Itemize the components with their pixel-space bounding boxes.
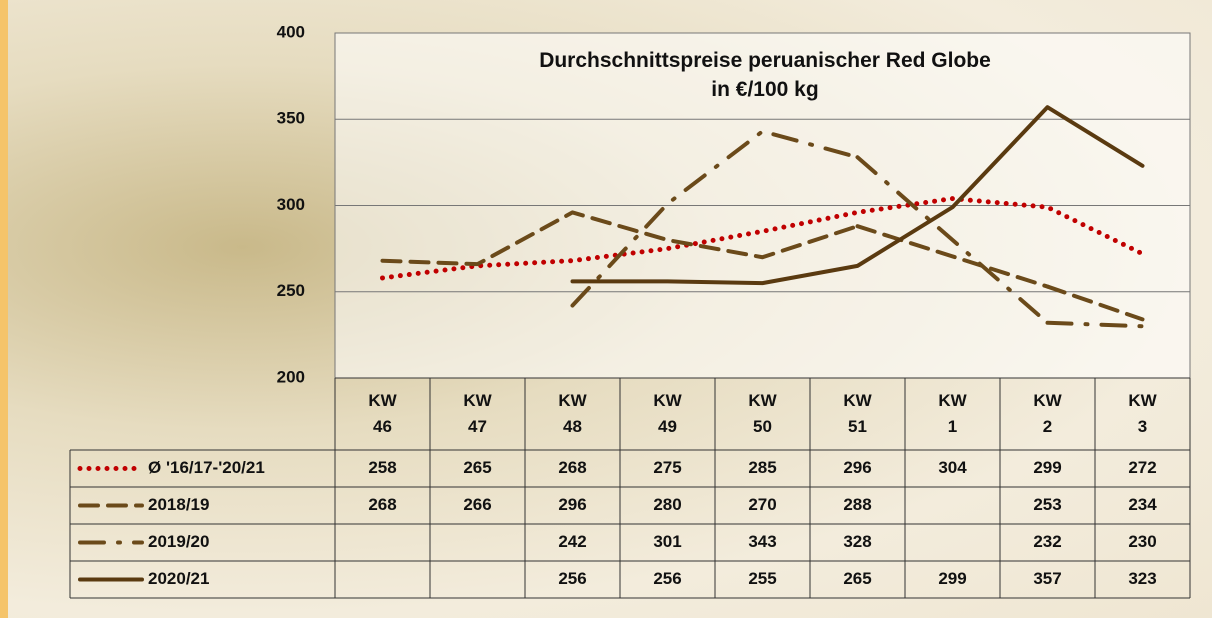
table-value: 328 [843,532,871,551]
legend-label: Ø '16/17-'20/21 [148,458,265,477]
table-value: 232 [1033,532,1061,551]
table-value: 265 [463,458,491,477]
x-tick-label: KW 46 [335,388,430,440]
x-tick-label: KW 49 [620,388,715,440]
table-value: 272 [1128,458,1156,477]
table-value: 357 [1033,569,1061,588]
x-tick-label: KW 47 [430,388,525,440]
y-tick-label: 300 [277,195,305,214]
table-value: 253 [1033,495,1061,514]
x-tick-label: KW 3 [1095,388,1190,440]
x-tick-label: KW 48 [525,388,620,440]
table-value: 280 [653,495,681,514]
table-value: 256 [558,569,586,588]
table-value: 288 [843,495,871,514]
table-value: 268 [368,495,396,514]
table-value: 230 [1128,532,1156,551]
y-tick-label: 350 [277,109,305,128]
y-tick-label: 200 [277,367,305,386]
legend-label: 2020/21 [148,569,209,588]
x-tick-label: KW 50 [715,388,810,440]
chart-title: Durchschnittspreise peruanischer Red Glo… [340,46,1190,104]
table-value: 299 [1033,458,1061,477]
table-value: 256 [653,569,681,588]
table-value: 255 [748,569,776,588]
table-value: 234 [1128,495,1157,514]
table-value: 275 [653,458,681,477]
table-value: 343 [748,532,776,551]
table-value: 296 [843,458,871,477]
x-tick-label: KW 1 [905,388,1000,440]
table-value: 304 [938,458,967,477]
table-value: 258 [368,458,396,477]
legend-label: 2018/19 [148,495,209,514]
table-value: 265 [843,569,871,588]
table-value: 285 [748,458,776,477]
table-value: 266 [463,495,491,514]
legend-label: 2019/20 [148,532,209,551]
table-value: 296 [558,495,586,514]
table-value: 242 [558,532,586,551]
page: 200 250 300 350 400 Ø '16/17-'20/21 258 265 268 2… [0,0,1212,618]
table-value: 299 [938,569,966,588]
x-tick-label: KW 2 [1000,388,1095,440]
table-value: 270 [748,495,776,514]
y-tick-label: 250 [277,281,305,300]
x-tick-label: KW 51 [810,388,905,440]
table-value: 268 [558,458,586,477]
table-value: 301 [653,532,681,551]
y-tick-label: 400 [277,22,305,41]
table-value: 323 [1128,569,1156,588]
